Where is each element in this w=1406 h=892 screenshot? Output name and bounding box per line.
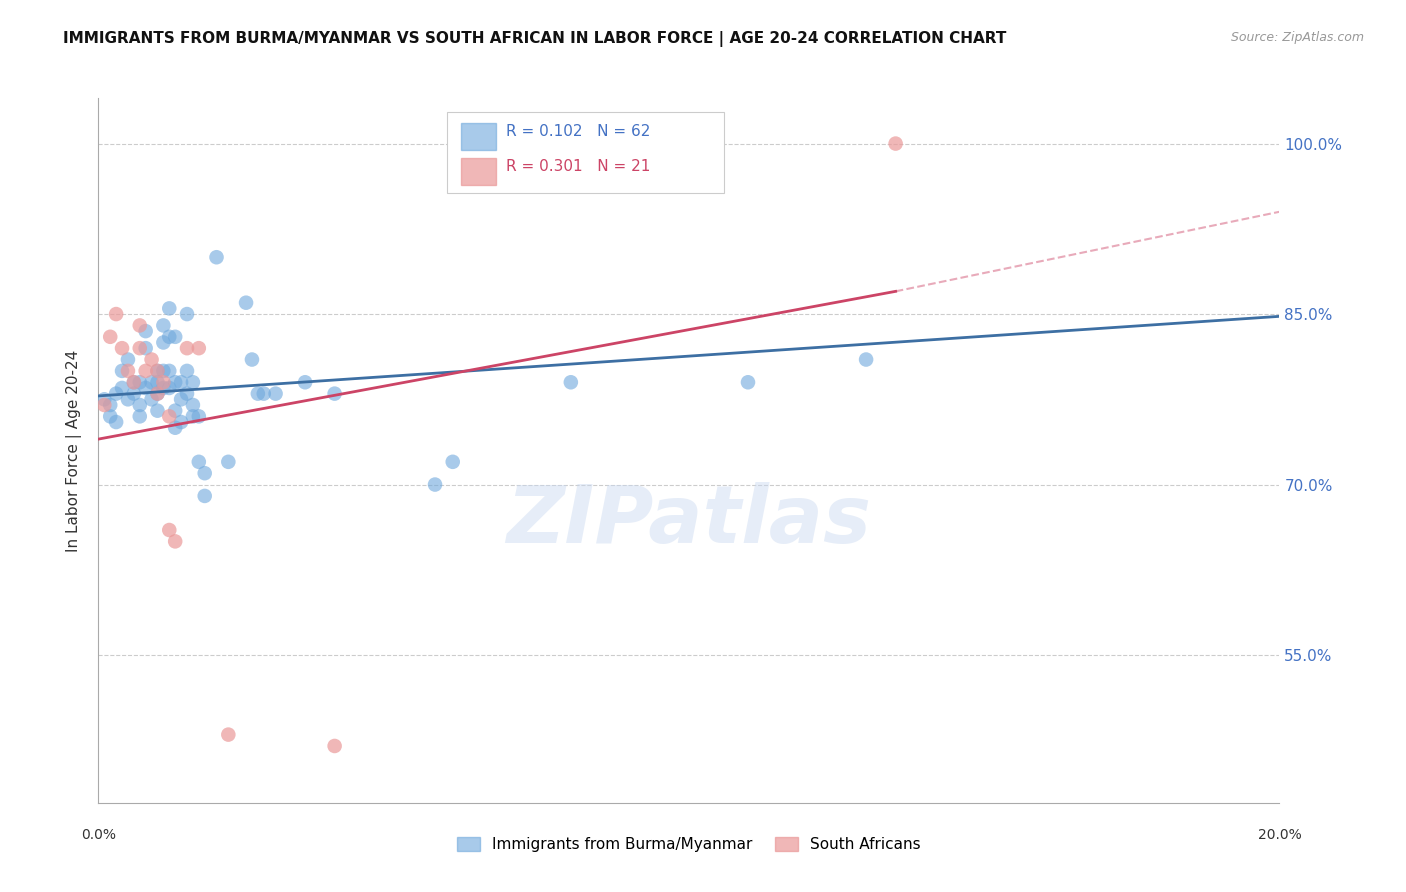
- Point: [117, 392, 139, 407]
- Point: [170, 376, 193, 390]
- Y-axis label: In Labor Force | Age 20-24: In Labor Force | Age 20-24: [66, 350, 83, 551]
- Point: [93, 398, 115, 412]
- Point: [165, 534, 187, 549]
- Point: [194, 489, 217, 503]
- Text: 20.0%: 20.0%: [1257, 828, 1302, 842]
- Point: [98, 330, 121, 344]
- Point: [157, 409, 180, 424]
- Point: [235, 295, 257, 310]
- Point: [128, 398, 150, 412]
- Point: [264, 386, 287, 401]
- Point: [146, 403, 169, 417]
- Point: [205, 250, 228, 264]
- Point: [170, 392, 193, 407]
- Point: [157, 364, 180, 378]
- Point: [135, 324, 157, 338]
- FancyBboxPatch shape: [447, 112, 724, 194]
- Point: [294, 376, 316, 390]
- Point: [141, 376, 163, 390]
- Point: [157, 523, 180, 537]
- Point: [187, 341, 209, 355]
- Point: [98, 398, 121, 412]
- Point: [122, 376, 145, 390]
- FancyBboxPatch shape: [461, 158, 496, 185]
- Point: [117, 352, 139, 367]
- Point: [93, 392, 115, 407]
- Text: ZIPatlas: ZIPatlas: [506, 482, 872, 560]
- Point: [146, 364, 169, 378]
- Point: [146, 364, 169, 378]
- Point: [117, 364, 139, 378]
- Text: R = 0.102   N = 62: R = 0.102 N = 62: [506, 124, 650, 139]
- Point: [323, 386, 346, 401]
- Point: [165, 403, 187, 417]
- Point: [246, 386, 269, 401]
- Point: [165, 330, 187, 344]
- Point: [122, 376, 145, 390]
- Point: [128, 341, 150, 355]
- Point: [884, 136, 907, 151]
- Text: Source: ZipAtlas.com: Source: ZipAtlas.com: [1230, 31, 1364, 45]
- Point: [423, 477, 446, 491]
- Point: [323, 739, 346, 753]
- Legend: Immigrants from Burma/Myanmar, South Africans: Immigrants from Burma/Myanmar, South Afr…: [451, 831, 927, 859]
- Point: [128, 376, 150, 390]
- Point: [157, 301, 180, 316]
- Point: [176, 386, 198, 401]
- Point: [217, 728, 239, 742]
- Point: [187, 409, 209, 424]
- Point: [98, 409, 121, 424]
- Text: R = 0.301   N = 21: R = 0.301 N = 21: [506, 160, 650, 175]
- Text: 0.0%: 0.0%: [82, 828, 115, 842]
- Point: [253, 386, 276, 401]
- Point: [146, 386, 169, 401]
- Point: [135, 381, 157, 395]
- Point: [176, 364, 198, 378]
- Point: [152, 364, 174, 378]
- Point: [105, 307, 128, 321]
- Point: [737, 376, 759, 390]
- Point: [152, 335, 174, 350]
- Point: [105, 386, 128, 401]
- Point: [122, 386, 145, 401]
- Point: [181, 409, 204, 424]
- Point: [240, 352, 263, 367]
- Point: [187, 455, 209, 469]
- FancyBboxPatch shape: [461, 123, 496, 150]
- Point: [170, 415, 193, 429]
- Point: [152, 381, 174, 395]
- Point: [135, 364, 157, 378]
- Point: [217, 455, 239, 469]
- Point: [111, 381, 134, 395]
- Point: [111, 364, 134, 378]
- Point: [157, 381, 180, 395]
- Point: [194, 466, 217, 480]
- Point: [855, 352, 877, 367]
- Point: [111, 341, 134, 355]
- Point: [157, 330, 180, 344]
- Point: [181, 376, 204, 390]
- Point: [441, 455, 464, 469]
- Point: [135, 341, 157, 355]
- Point: [141, 392, 163, 407]
- Text: IMMIGRANTS FROM BURMA/MYANMAR VS SOUTH AFRICAN IN LABOR FORCE | AGE 20-24 CORREL: IMMIGRANTS FROM BURMA/MYANMAR VS SOUTH A…: [63, 31, 1007, 47]
- Point: [165, 376, 187, 390]
- Point: [141, 352, 163, 367]
- Point: [152, 318, 174, 333]
- Point: [146, 376, 169, 390]
- Point: [146, 386, 169, 401]
- Point: [105, 415, 128, 429]
- Point: [152, 376, 174, 390]
- Point: [128, 409, 150, 424]
- Point: [560, 376, 582, 390]
- Point: [165, 421, 187, 435]
- Point: [128, 318, 150, 333]
- Point: [181, 398, 204, 412]
- Point: [176, 307, 198, 321]
- Point: [176, 341, 198, 355]
